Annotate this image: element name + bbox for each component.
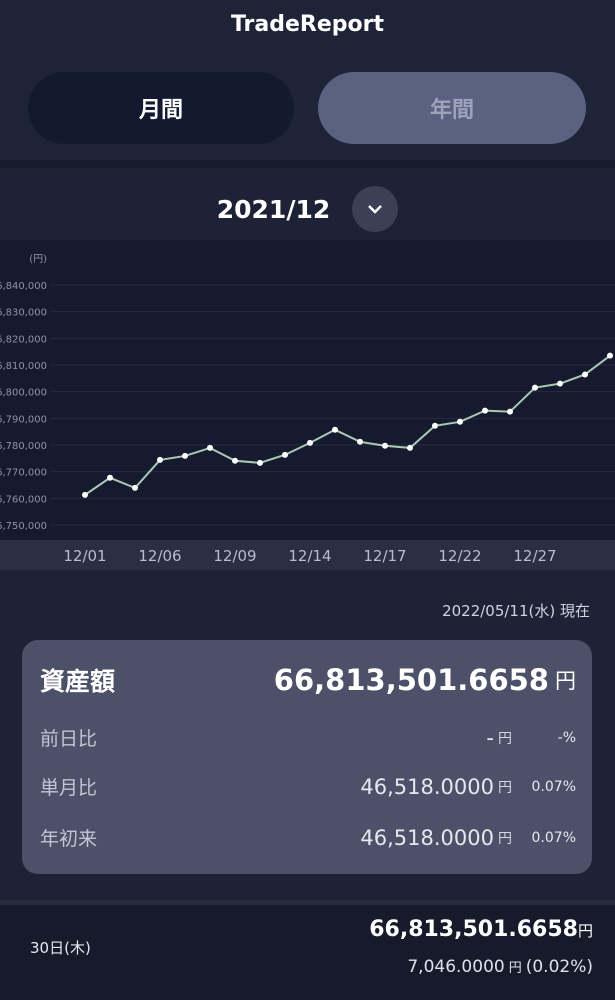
data-point bbox=[507, 408, 513, 415]
data-point bbox=[132, 484, 138, 491]
data-point bbox=[432, 422, 438, 429]
daily-value-number: 66,813,501.6658 bbox=[369, 917, 578, 942]
row-pct: 0.07% bbox=[531, 778, 576, 795]
data-point bbox=[482, 407, 488, 414]
x-tick-label: 12/27 bbox=[513, 547, 556, 565]
y-tick-label: 66,810,000 bbox=[0, 361, 47, 372]
data-point bbox=[332, 426, 338, 433]
data-point bbox=[407, 444, 413, 451]
total-unit: 円 bbox=[555, 669, 576, 693]
x-tick-label: 12/06 bbox=[138, 547, 181, 565]
data-point bbox=[382, 442, 388, 449]
period-selector[interactable]: 2021/12 bbox=[0, 186, 615, 232]
data-point bbox=[607, 352, 613, 359]
row-pct: 0.07% bbox=[531, 829, 576, 846]
y-axis-unit: (円) bbox=[29, 254, 47, 265]
y-tick-label: 66,800,000 bbox=[0, 388, 47, 399]
summary-card: 資産額 66,813,501.6658 円 前日比 - 円 -% 単月比 46,… bbox=[22, 640, 592, 874]
row-unit: 円 bbox=[498, 779, 512, 796]
data-point bbox=[582, 371, 588, 378]
daily-list-item[interactable]: 30日(木) 66,813,501.6658円 7,046.0000 円 (0.02… bbox=[0, 905, 615, 1000]
y-tick-label: 66,770,000 bbox=[0, 468, 47, 479]
tab-monthly[interactable]: 月間 bbox=[28, 72, 294, 144]
row-unit: 円 bbox=[498, 730, 512, 747]
y-tick-label: 66,830,000 bbox=[0, 308, 47, 319]
y-tick-label: 66,750,000 bbox=[0, 521, 47, 532]
y-tick-label: 66,760,000 bbox=[0, 494, 47, 505]
row-value: 46,518.0000 bbox=[360, 825, 494, 850]
row-label: 単月比 bbox=[40, 777, 98, 799]
x-axis-band bbox=[0, 540, 615, 570]
x-tick-label: 12/14 bbox=[288, 547, 331, 565]
data-point bbox=[532, 384, 538, 391]
series-line bbox=[84, 354, 611, 496]
data-point bbox=[157, 456, 163, 463]
total-label: 資産額 bbox=[40, 667, 116, 696]
as-of-date: 2022/05/11(水) 現在 bbox=[442, 602, 590, 620]
plot-background bbox=[0, 240, 615, 540]
asset-line-chart: 66,750,000 66,760,000 66,770,000 66,780,000… bbox=[0, 240, 615, 570]
data-point bbox=[232, 457, 238, 464]
daily-diff-unit: 円 bbox=[508, 961, 522, 976]
chevron-down-icon bbox=[368, 205, 383, 214]
period-dropdown-button[interactable] bbox=[352, 186, 399, 232]
x-tick-label: 12/22 bbox=[438, 547, 481, 565]
daily-diff: 7,046.0000 円 (0.02%) bbox=[407, 957, 593, 977]
total-assets-row: 資産額 66,813,501.6658 円 bbox=[40, 662, 576, 698]
data-point bbox=[457, 418, 463, 425]
data-point bbox=[207, 444, 213, 451]
row-value: - bbox=[486, 725, 494, 750]
row-label: 前日比 bbox=[40, 728, 98, 750]
y-tick-label: 66,780,000 bbox=[0, 441, 47, 452]
daily-value-unit: 円 bbox=[577, 922, 593, 940]
total-value: 66,813,501.6658 bbox=[273, 663, 549, 697]
app-title: TradeReport bbox=[230, 12, 385, 37]
period-value: 2021/12 bbox=[216, 194, 331, 224]
daily-diff-pct: (0.02%) bbox=[525, 957, 593, 977]
prev-day-row: 前日比 - 円 -% bbox=[40, 724, 576, 751]
x-tick-label: 12/01 bbox=[63, 547, 106, 565]
row-label: 年初来 bbox=[40, 828, 98, 850]
row-value: 46,518.0000 bbox=[360, 774, 494, 799]
data-point bbox=[107, 474, 113, 481]
data-point bbox=[257, 459, 263, 466]
daily-diff-value: 7,046.0000 bbox=[407, 957, 505, 977]
row-unit: 円 bbox=[498, 830, 512, 847]
ytd-row: 年初来 46,518.0000 円 0.07% bbox=[40, 824, 576, 851]
row-pct: -% bbox=[557, 729, 576, 746]
data-point bbox=[307, 439, 313, 446]
data-point bbox=[357, 438, 363, 445]
tab-yearly[interactable]: 年間 bbox=[318, 72, 586, 144]
month-row: 単月比 46,518.0000 円 0.07% bbox=[40, 773, 576, 800]
daily-value: 66,813,501.6658円 bbox=[369, 917, 593, 942]
header: TradeReport 月間 年間 bbox=[0, 0, 615, 160]
x-tick-label: 12/09 bbox=[213, 547, 256, 565]
divider bbox=[0, 160, 615, 168]
x-tick-label: 12/17 bbox=[363, 547, 406, 565]
data-point bbox=[182, 452, 188, 459]
y-tick-label: 66,820,000 bbox=[0, 334, 47, 345]
y-tick-label: 66,840,000 bbox=[0, 281, 47, 292]
y-tick-label: 66,790,000 bbox=[0, 414, 47, 425]
daily-date: 30日(木) bbox=[30, 939, 91, 957]
data-point bbox=[82, 491, 88, 498]
data-point bbox=[282, 451, 288, 458]
data-point bbox=[557, 380, 563, 387]
divider bbox=[0, 900, 615, 905]
